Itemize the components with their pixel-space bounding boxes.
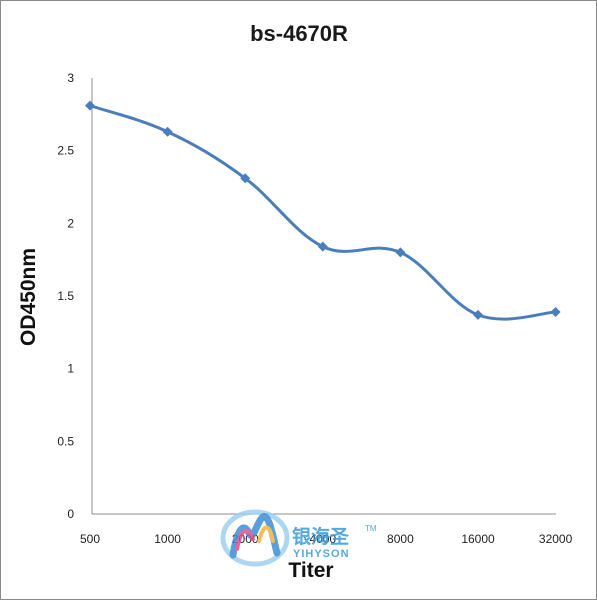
y-tick-label: 0 bbox=[67, 507, 74, 521]
chart-title: bs-4670R bbox=[250, 21, 348, 46]
y-axis-title: OD450nm bbox=[17, 248, 40, 346]
logo-accent-icon bbox=[235, 528, 255, 551]
watermark-en: YIHYSON bbox=[293, 548, 350, 560]
data-point-marker bbox=[162, 126, 173, 137]
x-tick-label: 4000 bbox=[309, 532, 336, 546]
y-tick-label: 1 bbox=[67, 362, 74, 376]
series-markers bbox=[85, 100, 561, 320]
y-tick-label: 2.5 bbox=[57, 144, 74, 158]
watermark-cn: 银海圣 bbox=[292, 525, 350, 548]
logo-wave-icon bbox=[229, 513, 281, 559]
watermark-logo: 银海圣 TM YIHYSON bbox=[220, 509, 377, 567]
x-tick-label: 500 bbox=[80, 532, 100, 546]
x-tick-label: 32000 bbox=[539, 532, 573, 546]
data-point-marker bbox=[473, 309, 483, 320]
x-axis-title: Titer bbox=[288, 559, 333, 582]
x-tick-label: 16000 bbox=[461, 532, 495, 546]
y-tick-label: 0.5 bbox=[57, 434, 74, 448]
series-line bbox=[88, 104, 558, 321]
x-tick-labels: 500 1000 2000 4000 8000 16000 32000 bbox=[80, 532, 573, 546]
x-tick-label: 8000 bbox=[387, 532, 414, 546]
data-point-marker bbox=[317, 241, 328, 252]
data-point-marker bbox=[550, 306, 561, 317]
y-tick-label: 1.5 bbox=[57, 289, 74, 303]
y-tick-label: 2 bbox=[67, 216, 74, 230]
data-point-marker bbox=[85, 100, 95, 111]
y-tick-labels: 0 0.5 1 1.5 2 2.5 3 bbox=[57, 71, 74, 521]
watermark-tm: TM bbox=[365, 524, 377, 533]
x-tick-label: 1000 bbox=[154, 532, 181, 546]
logo-accent-icon-2 bbox=[257, 525, 275, 543]
y-tick-label: 3 bbox=[67, 71, 74, 85]
logo-ring-icon bbox=[220, 509, 290, 567]
data-point-marker bbox=[240, 173, 251, 184]
data-point-marker bbox=[395, 247, 406, 258]
